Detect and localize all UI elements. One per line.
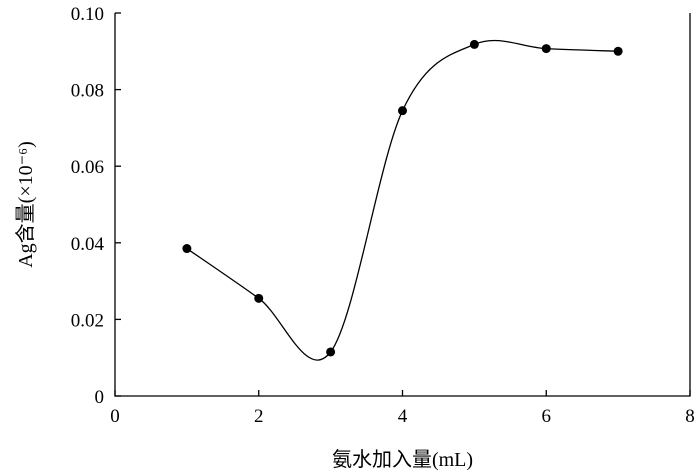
x-axis-ticks: 0 2 4 6 8 xyxy=(110,390,695,427)
data-points xyxy=(182,39,623,357)
x-axis-label: 氨水加入量(mL) xyxy=(332,448,473,471)
data-point xyxy=(326,347,336,357)
y-tick-label: 0.06 xyxy=(71,157,104,178)
y-axis-ticks: 0 0.02 0.04 0.06 0.08 0.10 xyxy=(71,4,121,408)
data-point xyxy=(398,106,407,116)
x-tick-label: 0 xyxy=(110,406,120,427)
y-tick-label: 0.04 xyxy=(71,234,105,255)
y-tick-label: 0 xyxy=(95,387,105,408)
data-point xyxy=(469,39,479,49)
data-point xyxy=(613,46,623,56)
x-tick-label: 4 xyxy=(398,406,408,427)
plot-frame xyxy=(114,13,691,397)
axes xyxy=(114,13,691,397)
x-tick-label: 6 xyxy=(542,406,552,427)
data-point xyxy=(254,293,264,303)
data-point xyxy=(541,44,551,54)
data-point xyxy=(182,244,192,254)
y-axis-label: Ag含量(×10⁻⁶) xyxy=(14,141,37,268)
y-tick-label: 0.02 xyxy=(71,310,104,331)
x-tick-label: 2 xyxy=(254,406,264,427)
y-tick-label: 0.08 xyxy=(71,81,104,102)
x-tick-label: 8 xyxy=(685,406,695,427)
y-tick-label: 0.10 xyxy=(71,4,104,25)
series-line xyxy=(186,39,619,361)
